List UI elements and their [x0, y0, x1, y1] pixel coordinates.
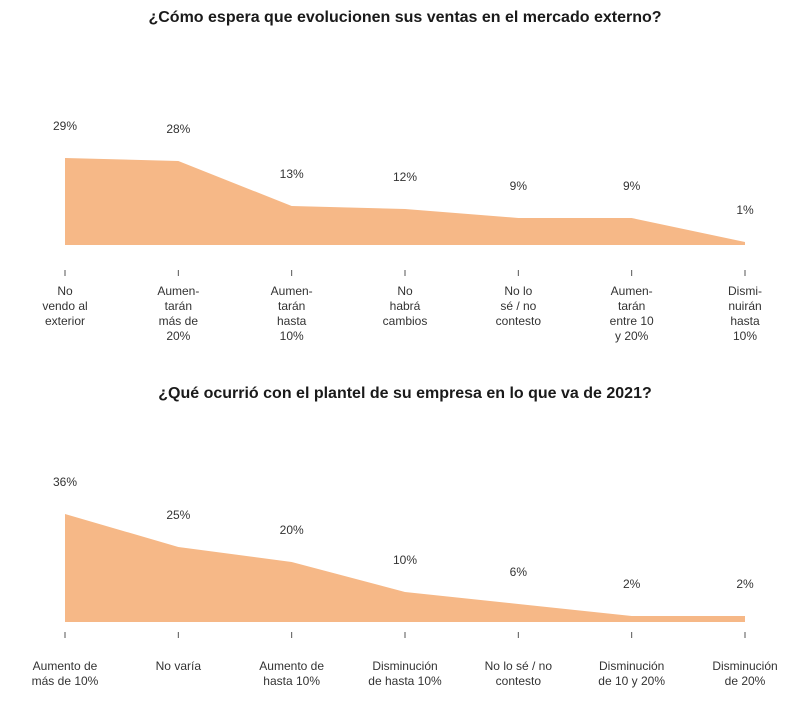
x-tick-label-line: entre 10: [610, 314, 654, 328]
x-tick-label: No habrá cambios: [383, 284, 428, 328]
x-tick-label-line: No: [57, 284, 73, 298]
x-tick-label: Disminución de 20%: [712, 659, 777, 688]
x-tick-label: No lo sé / no contesto: [496, 284, 542, 328]
x-tick-label-line: habrá: [390, 299, 421, 313]
x-tick-label: Aumen-tarán hasta 10%: [271, 284, 313, 343]
x-tick-label-line: Disminución: [599, 659, 664, 673]
value-label: 36%: [53, 475, 77, 489]
value-label: 20%: [280, 523, 304, 537]
value-label: 13%: [280, 167, 304, 181]
x-tick-label: Aumen-tarán más de 20%: [157, 284, 199, 343]
x-tick-label: No varía: [156, 659, 202, 673]
area: [65, 514, 745, 622]
x-tick-label-line: nuirán: [728, 299, 761, 313]
x-tick-label-line: exterior: [45, 314, 85, 328]
area: [65, 158, 745, 245]
x-tick-label-line: más de: [159, 314, 199, 328]
x-tick-label-line: No lo: [504, 284, 532, 298]
x-tick-label: Dismi-nuirán hasta 10%: [728, 284, 762, 343]
value-label: 2%: [736, 577, 754, 591]
x-tick-label: Disminución de 10 y 20%: [598, 659, 665, 688]
value-label: 9%: [623, 179, 641, 193]
x-tick-label-line: sé / no: [500, 299, 536, 313]
value-label: 29%: [53, 119, 77, 133]
x-tick-label-line: Disminución: [712, 659, 777, 673]
x-tick-label-line: contesto: [496, 674, 542, 688]
x-tick-label-line: vendo al: [42, 299, 87, 313]
value-label: 9%: [510, 179, 528, 193]
x-tick-label-line: tarán: [165, 299, 192, 313]
value-label: 28%: [166, 122, 190, 136]
x-tick-label-line: No: [397, 284, 413, 298]
x-tick-label-line: No lo sé / no: [485, 659, 553, 673]
value-label: 12%: [393, 170, 417, 184]
x-tick-label-line: 10%: [280, 329, 304, 343]
x-tick-label: Aumento de hasta 10%: [259, 659, 324, 688]
x-tick-label-line: 20%: [166, 329, 190, 343]
x-tick-label-line: de 20%: [725, 674, 766, 688]
value-label: 2%: [623, 577, 641, 591]
x-tick-label-line: hasta: [277, 314, 307, 328]
x-tick-label-line: Aumento de: [33, 659, 98, 673]
x-tick-label-line: Aumen-: [157, 284, 199, 298]
x-tick-label-line: cambios: [383, 314, 428, 328]
x-tick-label-line: de hasta 10%: [368, 674, 442, 688]
chart-title: ¿Cómo espera que evolucionen sus ventas …: [148, 9, 661, 26]
x-tick-label: No lo sé / no contesto: [485, 659, 553, 688]
value-label: 1%: [736, 203, 754, 217]
x-tick-label-line: 10%: [733, 329, 757, 343]
value-label: 6%: [510, 565, 528, 579]
x-tick-label: Disminución de hasta 10%: [368, 659, 442, 688]
x-tick-label-line: contesto: [496, 314, 542, 328]
x-tick-label-line: Aumen-: [611, 284, 653, 298]
x-tick-label-line: más de 10%: [32, 674, 99, 688]
x-tick-label-line: de 10 y 20%: [598, 674, 665, 688]
x-tick-label-line: hasta 10%: [263, 674, 320, 688]
value-label: 25%: [166, 508, 190, 522]
x-tick-label-line: tarán: [278, 299, 305, 313]
chart-title: ¿Qué ocurrió con el plantel de su empres…: [158, 385, 651, 402]
x-tick-label-line: Dismi-: [728, 284, 762, 298]
x-tick-label-line: Aumento de: [259, 659, 324, 673]
x-tick-label-line: tarán: [618, 299, 645, 313]
x-tick-label: No vendo al exterior: [42, 284, 87, 328]
x-tick-label: Aumento de más de 10%: [32, 659, 99, 688]
x-tick-label-line: y 20%: [615, 329, 649, 343]
x-tick-label: Aumen-tarán entre 10 y 20%: [610, 284, 654, 343]
value-label: 10%: [393, 553, 417, 567]
x-tick-label-line: No varía: [156, 659, 202, 673]
x-tick-label-line: Disminución: [372, 659, 437, 673]
x-tick-label-line: Aumen-: [271, 284, 313, 298]
x-tick-label-line: hasta: [730, 314, 760, 328]
